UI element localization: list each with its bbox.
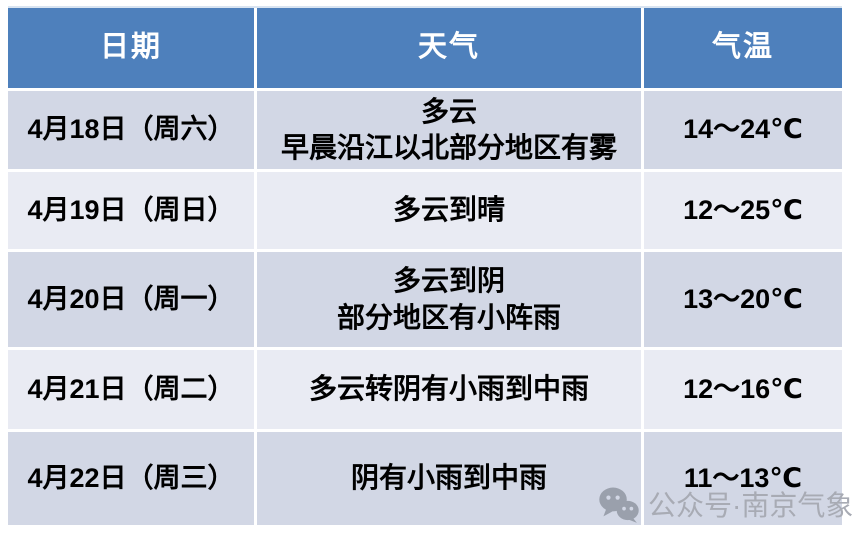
header-temp: 气温 [644, 8, 842, 88]
date-cell: 4月18日（周六） [8, 91, 254, 169]
temp-cell: 12～25℃ [644, 172, 842, 249]
weather-cell: 多云到阴 部分地区有小阵雨 [257, 252, 641, 347]
temp-cell: 12～16℃ [644, 350, 842, 429]
weather-cell: 多云转阴有小雨到中雨 [257, 350, 641, 429]
temp-cell: 13～20℃ [644, 252, 842, 347]
date-cell: 4月21日（周二） [8, 350, 254, 429]
header-weather: 天气 [257, 8, 641, 88]
table-row: 4月18日（周六） 多云 早晨沿江以北部分地区有雾 14～24℃ [8, 91, 842, 169]
header-date: 日期 [8, 8, 254, 88]
forecast-table: 日期 天气 气温 4月18日（周六） 多云 早晨沿江以北部分地区有雾 14～24… [8, 6, 842, 525]
temp-cell: 14～24℃ [644, 91, 842, 169]
wechat-icon [597, 486, 641, 523]
table-header-row: 日期 天气 气温 [8, 6, 842, 88]
weather-cell: 多云 早晨沿江以北部分地区有雾 [257, 91, 641, 169]
table-row: 4月21日（周二） 多云转阴有小雨到中雨 12～16℃ [8, 350, 842, 429]
date-cell: 4月20日（周一） [8, 252, 254, 347]
weather-cell: 阴有小雨到中雨 [257, 432, 641, 525]
table-row: 4月22日（周三） 阴有小雨到中雨 11～13℃ [8, 432, 842, 525]
table-row: 4月19日（周日） 多云到晴 12～25℃ [8, 172, 842, 249]
date-cell: 4月19日（周日） [8, 172, 254, 249]
temp-cell: 11～13℃ [644, 432, 842, 525]
watermark-text: 公众号·南京气象 [648, 490, 854, 521]
watermark: 公众号·南京气象 [597, 484, 853, 524]
date-cell: 4月22日（周三） [8, 432, 254, 525]
weather-cell: 多云到晴 [257, 172, 641, 249]
table-row: 4月20日（周一） 多云到阴 部分地区有小阵雨 13～20℃ [8, 252, 842, 347]
